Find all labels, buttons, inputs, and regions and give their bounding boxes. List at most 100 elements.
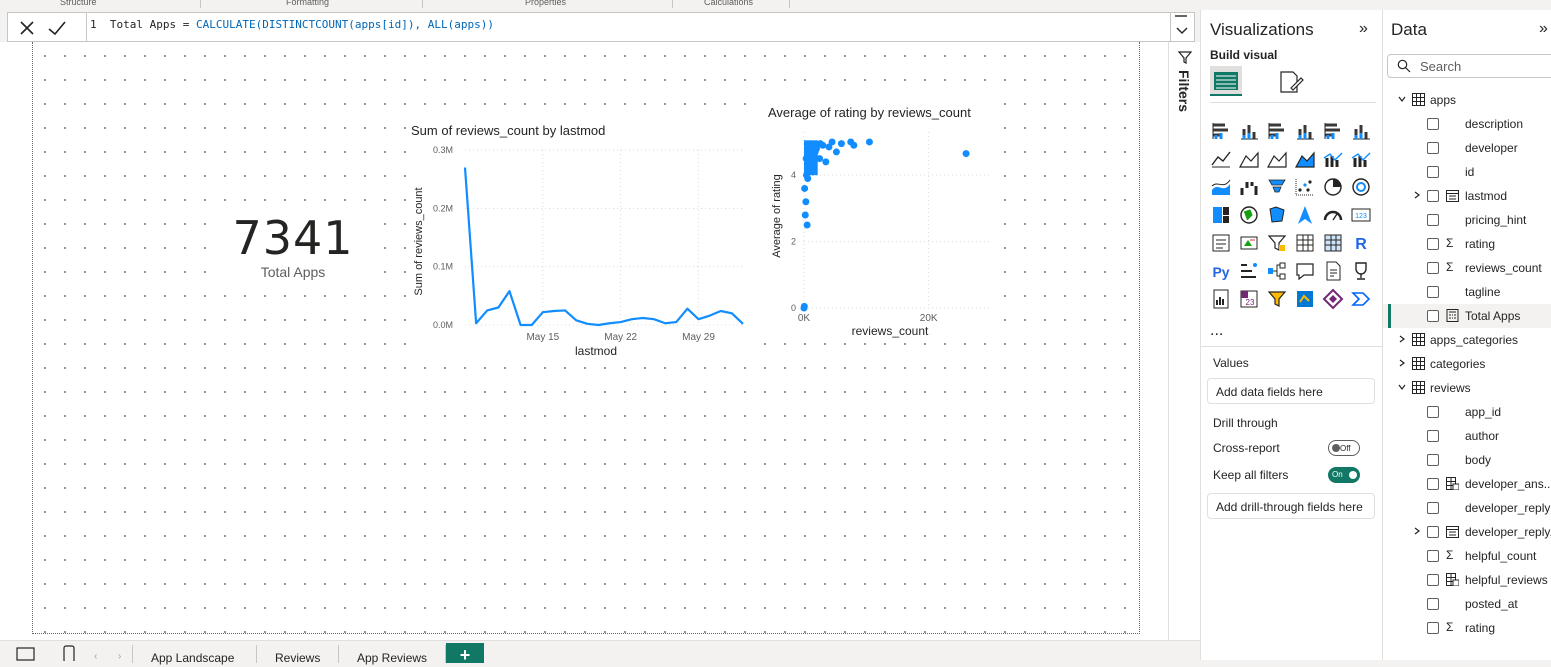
field-author[interactable]: author	[1383, 424, 1551, 448]
field-lastmod[interactable]: lastmod	[1383, 184, 1551, 208]
stacked-column-chart-icon[interactable]	[1238, 120, 1260, 142]
table-icon[interactable]	[1294, 232, 1316, 254]
qa-visual-icon[interactable]	[1294, 260, 1316, 282]
formula-expand-icon[interactable]	[1170, 13, 1192, 41]
prev-page-icon[interactable]: ‹	[94, 651, 97, 662]
field-checkbox[interactable]	[1427, 214, 1439, 226]
field-checkbox[interactable]	[1427, 430, 1439, 442]
field-checkbox[interactable]	[1427, 286, 1439, 298]
field-checkbox[interactable]	[1427, 622, 1439, 634]
power-apps-icon[interactable]: 23	[1238, 288, 1260, 310]
keep-all-filters-toggle[interactable]: On	[1328, 467, 1360, 483]
formula-bar[interactable]: 1 Total Apps = CALCULATE(DISTINCTCOUNT(a…	[7, 12, 1195, 42]
field-checkbox[interactable]	[1427, 598, 1439, 610]
clustered-column-chart-icon[interactable]	[1294, 120, 1316, 142]
field-checkbox[interactable]	[1427, 502, 1439, 514]
report-canvas[interactable]: 7341 Total Apps Sum of reviews_count by …	[0, 42, 1168, 640]
more-visuals-icon[interactable]: ...	[1210, 322, 1223, 340]
arcgis-map-icon[interactable]	[1294, 288, 1316, 310]
format-visual-tab[interactable]	[1277, 68, 1305, 96]
r-visual-icon[interactable]: R	[1350, 232, 1372, 254]
chevron-down-icon[interactable]	[1398, 383, 1406, 391]
key-influencers-icon[interactable]	[1238, 260, 1260, 282]
field-checkbox[interactable]	[1427, 118, 1439, 130]
field-description[interactable]: description	[1383, 112, 1551, 136]
cancel-icon[interactable]	[16, 17, 38, 39]
cross-report-toggle[interactable]: Off	[1328, 440, 1360, 456]
gauge-icon[interactable]	[1322, 204, 1344, 226]
field-app-id[interactable]: app_id	[1383, 400, 1551, 424]
commit-check-icon[interactable]	[46, 17, 68, 39]
next-page-icon[interactable]: ›	[118, 651, 121, 662]
filled-map-icon[interactable]	[1266, 204, 1288, 226]
power-apps-alt-icon[interactable]	[1322, 288, 1344, 310]
100-stacked-column-chart-icon[interactable]	[1350, 120, 1372, 142]
field-pricing-hint[interactable]: pricing_hint	[1383, 208, 1551, 232]
build-visual-tab[interactable]	[1210, 66, 1242, 96]
dax-formula-editor[interactable]: 1 Total Apps = CALCULATE(DISTINCTCOUNT(a…	[90, 18, 494, 31]
page-tab-app-reviews[interactable]: App Reviews	[338, 645, 446, 663]
field-checkbox[interactable]	[1427, 238, 1439, 250]
field-developer-reply[interactable]: developer_reply...	[1383, 520, 1551, 544]
line-and-clustered-column-chart-icon[interactable]	[1350, 148, 1372, 170]
table-apps-categories[interactable]: apps_categories	[1383, 328, 1551, 352]
field-posted-at[interactable]: posted_at	[1383, 592, 1551, 616]
power-automate-icon[interactable]	[1266, 288, 1288, 310]
table-apps[interactable]: apps	[1383, 88, 1551, 112]
table-categories[interactable]: categories	[1383, 352, 1551, 376]
page-tab-app-landscape[interactable]: App Landscape	[132, 645, 252, 663]
page-tab-reviews[interactable]: Reviews	[256, 645, 338, 663]
field-checkbox[interactable]	[1427, 190, 1439, 202]
stacked-area-chart-icon[interactable]	[1266, 148, 1288, 170]
field-tagline[interactable]: tagline	[1383, 280, 1551, 304]
values-field-well[interactable]: Add data fields here	[1207, 378, 1375, 404]
field-developer[interactable]: developer	[1383, 136, 1551, 160]
desktop-layout-icon[interactable]	[16, 647, 36, 661]
field-helpful-reviews[interactable]: helpful_reviews	[1383, 568, 1551, 592]
metrics-icon[interactable]	[1350, 260, 1372, 282]
field-checkbox[interactable]	[1427, 574, 1439, 586]
field-checkbox[interactable]	[1427, 262, 1439, 274]
multi-row-card-icon[interactable]	[1210, 232, 1232, 254]
add-page-button[interactable]: +	[446, 643, 484, 663]
field-checkbox[interactable]	[1427, 478, 1439, 490]
pie-chart-icon[interactable]	[1322, 176, 1344, 198]
kpi-icon[interactable]	[1238, 232, 1260, 254]
area-chart-icon[interactable]	[1238, 148, 1260, 170]
field-checkbox[interactable]	[1427, 454, 1439, 466]
drill-through-field-well[interactable]: Add drill-through fields here	[1207, 493, 1375, 519]
azure-map-icon[interactable]	[1294, 204, 1316, 226]
field-body[interactable]: body	[1383, 448, 1551, 472]
100-stacked-bar-chart-icon[interactable]	[1322, 120, 1344, 142]
map-icon[interactable]	[1238, 204, 1260, 226]
card-icon[interactable]: 123	[1350, 204, 1372, 226]
paginated-report-icon[interactable]	[1210, 288, 1232, 310]
field-developer-reply[interactable]: developer_reply	[1383, 496, 1551, 520]
chevron-right-icon[interactable]	[1413, 527, 1421, 535]
donut-chart-icon[interactable]	[1350, 176, 1372, 198]
collapse-data-pane-icon[interactable]: »	[1539, 20, 1548, 38]
line-and-column-chart-icon[interactable]	[1322, 148, 1344, 170]
scatter-chart-icon[interactable]	[1294, 176, 1316, 198]
slicer-icon[interactable]	[1266, 232, 1288, 254]
decomposition-tree-icon[interactable]	[1266, 260, 1288, 282]
collapse-pane-icon[interactable]: »	[1359, 20, 1368, 38]
card-visual-total-apps[interactable]: 7341 Total Apps	[213, 212, 373, 292]
chevron-right-icon[interactable]	[1398, 335, 1406, 343]
field-checkbox[interactable]	[1427, 142, 1439, 154]
line-chart-icon[interactable]	[1210, 148, 1232, 170]
funnel-chart-icon[interactable]	[1266, 176, 1288, 198]
search-input[interactable]: Search	[1387, 54, 1551, 78]
field-id[interactable]: id	[1383, 160, 1551, 184]
chevron-right-icon[interactable]	[1413, 191, 1421, 199]
clustered-bar-chart-icon[interactable]	[1266, 120, 1288, 142]
ribbon-chart-icon[interactable]	[1210, 176, 1232, 198]
chevron-visual-icon[interactable]	[1350, 288, 1372, 310]
field-checkbox[interactable]	[1427, 406, 1439, 418]
field-checkbox[interactable]	[1427, 166, 1439, 178]
treemap-icon[interactable]	[1210, 204, 1232, 226]
